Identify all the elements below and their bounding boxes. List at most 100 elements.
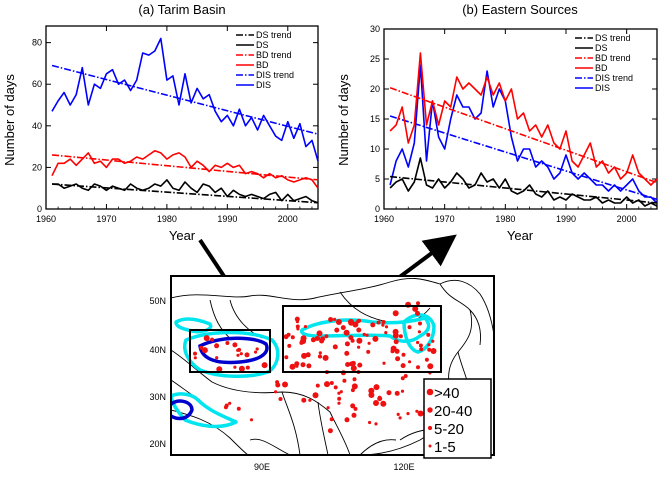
y-tick-label: 20 [370, 84, 380, 94]
station-dot [352, 321, 359, 328]
station-dot [417, 410, 424, 417]
station-dot [337, 396, 342, 401]
x-tick-label: 1990 [217, 214, 237, 224]
station-dot [350, 403, 356, 409]
station-dot [295, 320, 299, 324]
station-dot [427, 343, 431, 347]
station-dot [318, 351, 322, 355]
station-dot [368, 387, 375, 394]
station-dot [324, 334, 329, 339]
station-dot [324, 381, 330, 388]
station-dot [432, 350, 436, 354]
contour-dark-lines [171, 336, 269, 421]
lat-label: 40N [149, 345, 166, 355]
station-dot [199, 345, 204, 350]
legend-label: DIS [595, 83, 610, 93]
station-dot [225, 341, 230, 345]
station-dot [349, 361, 355, 367]
station-dot [403, 374, 408, 378]
station-dot [327, 428, 333, 434]
station-dot [381, 320, 386, 324]
station-dot [322, 354, 329, 361]
station-dot [203, 335, 210, 342]
station-map: 50N 40N 30N 20N 90E 120E >40 20-40 5-20 … [149, 275, 495, 472]
y-tick-label: 20 [32, 162, 42, 172]
station-dot [300, 335, 307, 342]
y-tick-label: 5 [375, 174, 380, 184]
station-dot [249, 418, 254, 422]
station-dot [233, 365, 237, 369]
series-line [389, 52, 658, 186]
station-dot [353, 406, 358, 411]
station-dot [357, 345, 361, 349]
trend-line [389, 115, 658, 201]
x-tick-label: 1960 [374, 214, 394, 224]
station-dot [400, 376, 405, 381]
legend-label: DIS trend [256, 70, 294, 80]
trend-line [51, 64, 319, 135]
legend-dot [428, 444, 432, 448]
station-dot [334, 327, 340, 333]
station-dot [299, 340, 304, 345]
station-dot [316, 336, 321, 340]
station-dot [310, 337, 316, 343]
station-dot [351, 383, 358, 390]
station-dot [308, 398, 312, 402]
station-dot [339, 390, 343, 394]
station-dot [320, 336, 326, 342]
lon-label: 120E [393, 462, 414, 472]
x-tick-label: 1980 [495, 214, 515, 224]
series-line [52, 179, 319, 204]
legend-label: DS trend [256, 30, 292, 40]
station-dot [416, 365, 420, 370]
station-dot [335, 319, 342, 325]
latitude-labels: 50N 40N 30N 20N [149, 296, 166, 449]
station-dot [394, 390, 400, 396]
station-dot [367, 341, 371, 345]
station-dot [357, 362, 363, 368]
station-dot [350, 365, 357, 372]
station-dot [282, 381, 288, 388]
station-dot [332, 344, 338, 350]
station-dot [395, 356, 401, 362]
y-tick-label: 60 [32, 79, 42, 89]
station-dot [374, 422, 378, 426]
station-dot [393, 339, 399, 345]
station-dot [392, 310, 399, 317]
chart-title: (b) Eastern Sources [462, 2, 578, 17]
station-dot [236, 406, 241, 411]
x-axis-label: Year [169, 228, 196, 243]
station-dot [426, 332, 431, 337]
station-dot [372, 335, 379, 342]
series-line [389, 64, 658, 204]
station-dot [224, 403, 229, 408]
station-dot [424, 357, 429, 362]
station-dot [239, 352, 243, 356]
station-dot [312, 392, 319, 399]
station-dot [356, 337, 363, 344]
lon-label: 90E [254, 462, 270, 472]
station-dot [356, 327, 362, 333]
station-dot [400, 363, 406, 369]
station-dot [317, 354, 322, 359]
station-dot [344, 341, 350, 347]
station-dot [303, 325, 308, 329]
station-dot [244, 352, 250, 358]
x-tick-label: 1980 [157, 214, 177, 224]
station-dot [345, 362, 351, 367]
station-dot [417, 330, 421, 334]
station-dot [408, 360, 412, 364]
station-dot [348, 318, 354, 325]
legend-dot [427, 425, 433, 431]
station-dot [373, 384, 380, 391]
station-dot [274, 390, 278, 394]
station-dot [295, 324, 300, 329]
series-line [389, 157, 658, 207]
y-tick-label: 30 [370, 24, 380, 34]
station-dot [427, 363, 434, 370]
legend-label: 1-5 [434, 439, 456, 456]
y-tick-label: 25 [370, 54, 380, 64]
station-dot [214, 343, 220, 349]
legend-label: DS trend [595, 33, 631, 43]
